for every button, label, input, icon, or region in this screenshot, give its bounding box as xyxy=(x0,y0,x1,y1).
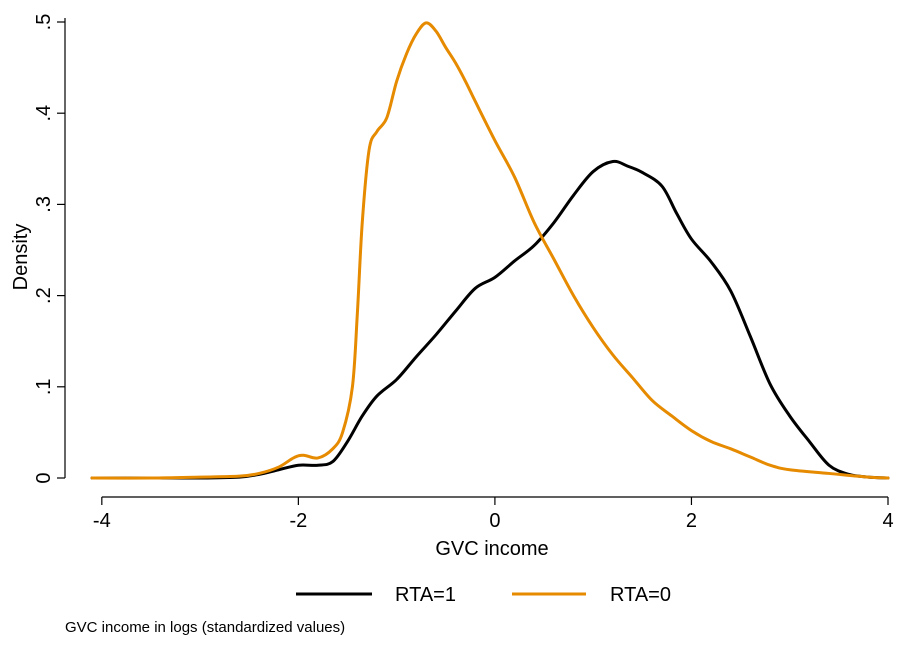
x-axis-title: GVC income xyxy=(435,538,548,560)
x-tick-label: 2 xyxy=(686,510,697,532)
y-tick-label: .4 xyxy=(33,105,55,122)
y-axis-title: Density xyxy=(10,224,32,291)
legend-label: RTA=0 xyxy=(610,584,671,606)
x-tick-label: 4 xyxy=(882,510,893,532)
series-line-rta-0 xyxy=(90,21,890,480)
x-tick-label: 0 xyxy=(489,510,500,532)
legend-label: RTA=1 xyxy=(395,584,456,606)
legend: RTA=1 RTA=0 xyxy=(296,584,671,606)
y-tick-label: .5 xyxy=(33,14,55,31)
y-tick-label: .3 xyxy=(33,196,55,213)
y-tick-label: 0 xyxy=(33,472,55,483)
x-tick-label: -4 xyxy=(93,510,111,532)
plot-area xyxy=(90,21,890,480)
y-tick-label: .1 xyxy=(33,378,55,395)
chart-note: GVC income in logs (standardized values) xyxy=(65,619,345,636)
y-tick-label: .2 xyxy=(33,287,55,304)
series-line-rta-1 xyxy=(90,159,890,480)
x-tick-label: -2 xyxy=(289,510,307,532)
axes: 0 .1 .2 .3 .4 .5 -4 -2 0 2 4 xyxy=(33,14,894,532)
